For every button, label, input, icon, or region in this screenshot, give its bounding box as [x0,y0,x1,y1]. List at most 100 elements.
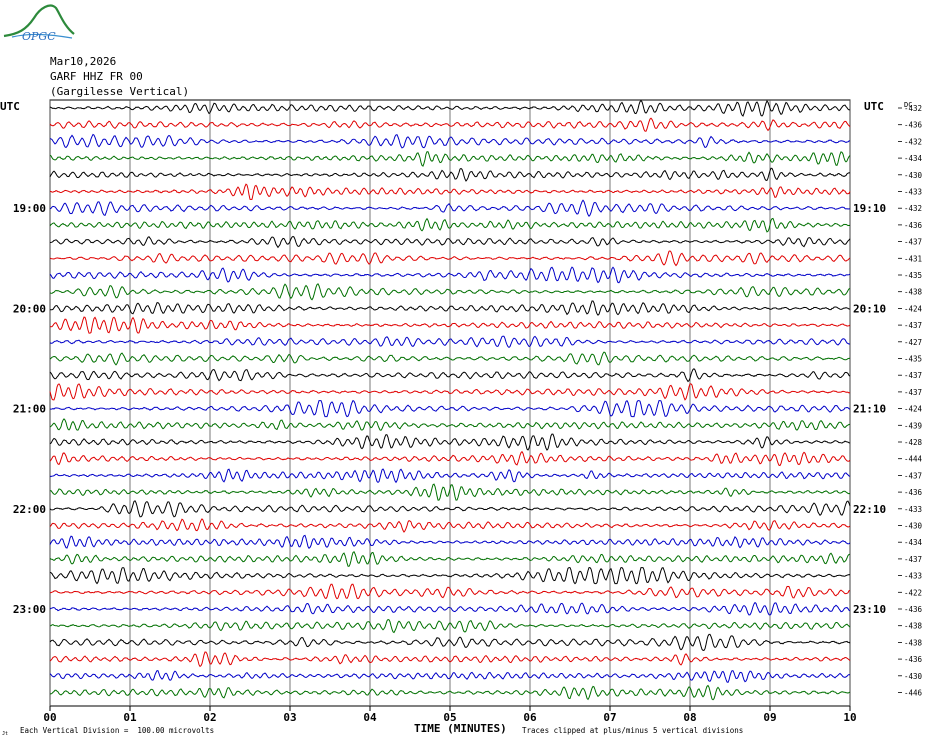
dc-offset-label: -436 [904,605,923,614]
seismic-trace [49,468,851,484]
seismic-trace [49,450,851,467]
dc-offset-label: -424 [904,304,923,313]
dc-offset-label: -439 [904,421,922,430]
header-date: Mar10,2026 [50,55,117,68]
seismic-trace [49,217,851,233]
dc-offset-label: -436 [904,488,923,497]
dc-offset-label: -437 [904,471,922,480]
dc-offset-label: -432 [904,104,922,113]
seismic-trace [50,684,851,701]
dc-offset-label: -422 [904,588,922,597]
seismic-trace [49,316,851,334]
dc-offset-label: -432 [904,204,922,213]
dc-offset-label: -435 [904,355,922,364]
dc-offset-label: -433 [904,188,922,197]
labels: 00 01 02 03 04 05 06 07 08 09 10 -432 -436 -432 -434 -4… [13,104,923,724]
seismic-trace [49,199,851,218]
left-time-label: 20:00 [13,302,46,315]
x-tick-label: 08 [683,711,696,724]
x-tick-label: 10 [843,711,856,724]
dc-title: DC [904,101,912,109]
seismic-trace [49,418,851,431]
dc-offset-label: -430 [904,672,923,681]
x-tick-label: 06 [523,711,537,724]
seismic-trace [49,583,851,600]
dc-offset-label: -436 [904,655,923,664]
clip-note: Traces clipped at plus/minus 5 vertical … [522,726,743,735]
dc-offset-label: -431 [904,254,922,263]
dc-offset-label: -433 [904,572,922,581]
traces [49,99,851,701]
seismic-trace [49,335,851,349]
x-tick-label: 07 [603,711,616,724]
seismic-trace [50,619,851,634]
scale-note: Each Vertical Division = 100.00 microvol… [20,726,214,735]
seismic-trace [49,151,851,167]
left-time-label: 19:00 [13,202,46,215]
dc-offset-label: -437 [904,321,922,330]
seismic-trace [49,133,851,149]
seismic-trace [49,167,851,182]
seismic-trace [49,483,851,501]
left-time-label: 21:00 [13,403,46,416]
left-time-label: 23:00 [13,603,46,616]
dc-offset-label: -437 [904,371,922,380]
x-tick-label: 03 [283,711,296,724]
seismic-trace [49,500,851,518]
seismic-trace [49,670,851,684]
seismic-trace [49,300,850,316]
logo-text: OPGC [22,30,56,43]
seismic-trace [49,551,851,567]
dc-offset-label: -437 [904,238,922,247]
x-tick-label: 05 [443,711,456,724]
x-tick-label: 04 [363,711,377,724]
dc-offset-label: -430 [904,171,923,180]
dc-offset-label: -434 [904,154,923,163]
corner-mark: Jt [2,731,8,737]
seismic-trace [49,183,851,201]
right-axis-title: UTC [864,100,884,113]
seismic-trace [49,266,851,284]
seismic-trace [49,235,851,249]
dc-offset-label: -434 [904,538,923,547]
seismic-trace [49,383,851,401]
ofgc-volcano-logo: OPGC [3,4,75,43]
right-time-label: 22:10 [853,503,886,516]
dc-offset-label: -427 [904,338,922,347]
dc-offset-label: -430 [904,522,923,531]
seismic-trace [49,433,851,451]
dc-offset-label: -432 [904,137,922,146]
dc-offset-label: -433 [904,505,922,514]
dc-offset-label: -436 [904,221,923,230]
grid [49,99,851,711]
dc-offset-label: -437 [904,388,922,397]
seismic-trace [49,368,851,383]
right-time-label: 19:10 [853,202,886,215]
dc-offset-label: -424 [904,405,923,414]
dc-offset-label: -437 [904,555,922,564]
seismic-trace [49,566,851,585]
x-tick-label: 01 [123,711,137,724]
seismic-trace [49,651,851,668]
x-tick-label: 00 [43,711,56,724]
dc-offset-label: -436 [904,121,923,130]
seismic-trace [49,601,851,616]
left-time-label: 22:00 [13,503,46,516]
seismic-trace [49,518,851,533]
seismic-trace [49,99,851,117]
seismic-trace [50,399,851,418]
dc-offset-label: -435 [904,271,922,280]
dc-offset-label: -438 [904,622,923,631]
right-time-label: 23:10 [853,603,886,616]
seismic-trace [49,117,851,132]
header-station: GARF HHZ FR 00 [50,70,143,83]
right-time-label: 20:10 [853,302,886,315]
seismic-trace [49,250,851,267]
x-tick-label: 09 [763,711,776,724]
header-location: (Gargilesse Vertical) [50,85,190,98]
dc-offset-label: -438 [904,288,923,297]
seismic-trace [49,351,851,366]
dc-offset-label: -438 [904,638,923,647]
seismic-trace [49,633,851,651]
